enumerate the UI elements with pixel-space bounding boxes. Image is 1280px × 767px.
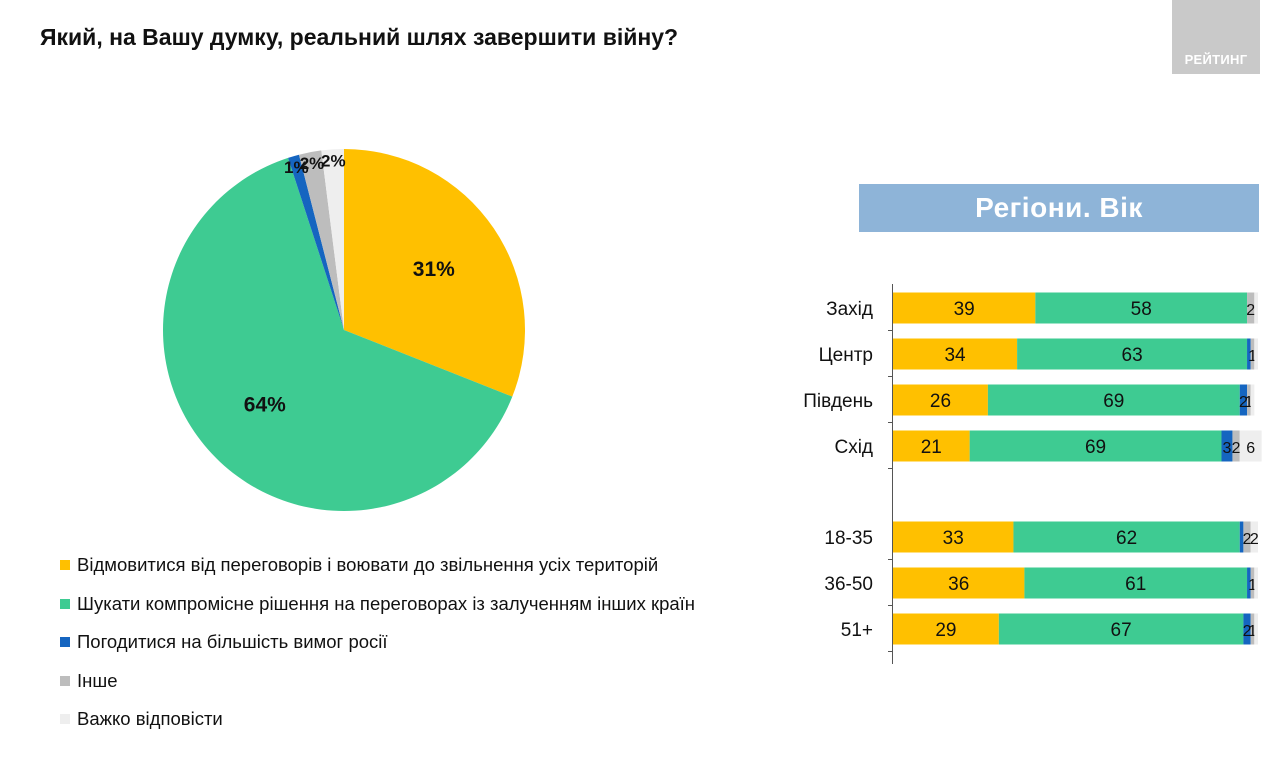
bar-value-label: 2	[1250, 531, 1259, 548]
category-label: Південь	[803, 391, 873, 412]
bar-value-label: 3	[1223, 440, 1232, 457]
pie-label: 2%	[300, 154, 325, 173]
category-label: 51+	[841, 620, 873, 641]
bar-segment	[1250, 613, 1255, 645]
pie-slice	[344, 149, 526, 397]
bar-value-label: 1	[1248, 348, 1257, 365]
pie-slice	[298, 150, 344, 330]
pie-label: 64%	[244, 393, 286, 416]
pie-slice	[288, 154, 344, 330]
legend-swatch	[60, 714, 70, 724]
bar-value-label: 2	[1243, 531, 1252, 548]
legend-swatch	[60, 598, 70, 609]
section-header: Регіони. Вік	[859, 184, 1259, 232]
bar-segment	[969, 430, 1222, 462]
legend-label: Шукати компромісне рішення на переговора…	[77, 592, 696, 614]
bar-segment	[893, 338, 1018, 370]
rating-logo: РЕЙТИНГ	[1172, 0, 1260, 74]
bar-value-label: 2	[1232, 440, 1241, 457]
bar-segment	[1247, 567, 1251, 599]
bar-segment	[1247, 384, 1251, 416]
bar-segment	[893, 292, 1036, 324]
bar-segment	[1254, 613, 1258, 645]
pie-label: 2%	[321, 151, 346, 170]
category-label: Захід	[826, 299, 873, 320]
bar-segment	[1035, 292, 1248, 324]
bar-value-label: 58	[1131, 299, 1152, 320]
bar-value-label: 34	[944, 345, 966, 366]
bar-segment	[893, 521, 1014, 553]
bar-value-label: 6	[1246, 440, 1255, 457]
pie-slice	[162, 157, 513, 512]
pie-label: 31%	[413, 258, 455, 281]
legend-label: Важко відповісти	[77, 708, 223, 729]
bar-value-label: 2	[1239, 394, 1248, 411]
bar-value-label: 1	[1244, 394, 1253, 411]
pie-label: 1%	[284, 158, 309, 177]
bar-segment	[1013, 521, 1240, 553]
bar-segment	[1243, 613, 1251, 645]
bar-segment	[1247, 338, 1251, 370]
bar-value-label: 61	[1125, 574, 1146, 595]
bar-segment	[893, 567, 1025, 599]
bar-segment	[893, 613, 999, 645]
bar-value-label: 36	[948, 574, 969, 595]
bar-segment	[893, 430, 970, 462]
pie-chart: 31%64%1%2%2%	[162, 149, 526, 512]
bar-segment	[1250, 521, 1258, 553]
bar-segment	[1017, 338, 1248, 370]
legend-label: Відмовитися від переговорів і воювати до…	[77, 554, 659, 575]
bar-segment	[1239, 521, 1244, 553]
bar-value-label: 69	[1103, 391, 1124, 412]
category-label: Центр	[819, 345, 873, 366]
bar-value-label: 21	[921, 437, 942, 458]
bar-value-label: 63	[1122, 345, 1143, 366]
bar-segment	[1250, 338, 1255, 370]
bar-segment	[1243, 521, 1251, 553]
bar-value-label: 1	[1248, 577, 1257, 594]
category-label: 36-50	[824, 574, 873, 595]
legend-label: Інше	[77, 669, 118, 691]
pie-slice	[321, 149, 344, 330]
bar-value-label: 67	[1111, 620, 1132, 641]
bar-segment	[1254, 567, 1258, 599]
bar-segment	[1221, 430, 1233, 462]
bar-segment	[1254, 292, 1258, 324]
bar-value-label: 62	[1116, 528, 1137, 549]
bar-segment	[998, 613, 1244, 645]
bar-value-label: 2	[1246, 302, 1255, 319]
page-title: Який, на Вашу думку, реальний шлях завер…	[40, 24, 679, 50]
bar-value-label: 33	[943, 528, 964, 549]
legend-swatch	[60, 675, 70, 686]
bar-segment	[1024, 567, 1248, 599]
bar-segment	[1250, 567, 1255, 599]
legend-swatch	[60, 637, 70, 647]
bar-segment	[1254, 338, 1258, 370]
bar-value-label: 29	[935, 620, 956, 641]
bar-value-label: 69	[1085, 437, 1106, 458]
bar-segment	[1250, 384, 1255, 416]
bar-segment	[893, 384, 988, 416]
bar-value-label: 39	[954, 299, 975, 320]
category-label: 18-35	[824, 528, 873, 549]
bar-segment	[1232, 430, 1240, 462]
bar-value-label: 1	[1248, 623, 1257, 640]
bar-segment	[1239, 384, 1248, 416]
bar-segment	[1247, 292, 1255, 324]
bar-value-label: 26	[930, 391, 951, 412]
bar-value-label: 2	[1243, 623, 1252, 640]
legend-label: Погодитися на більшість вимог росії	[77, 631, 388, 652]
bar-segment	[1239, 430, 1262, 462]
legend-swatch	[60, 560, 70, 570]
bar-segment	[987, 384, 1240, 416]
category-label: Схід	[834, 437, 873, 458]
